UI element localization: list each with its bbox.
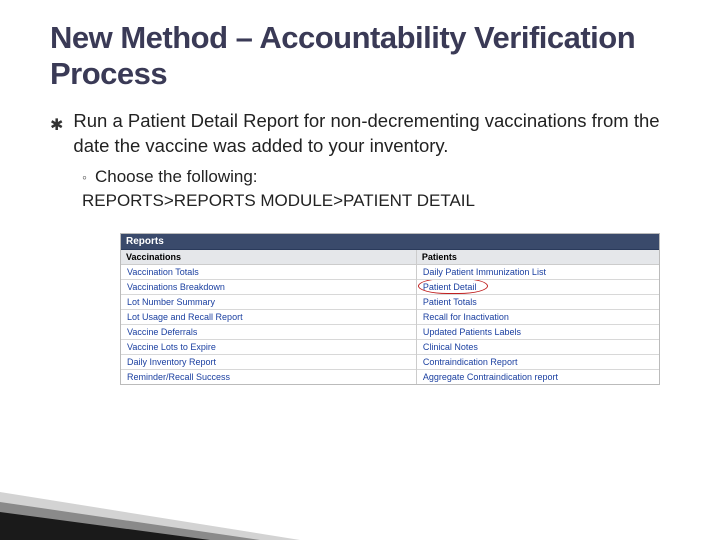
report-link[interactable]: Daily Patient Immunization List: [417, 265, 659, 280]
report-link[interactable]: Patient Totals: [417, 295, 659, 310]
report-link[interactable]: Vaccine Deferrals: [121, 325, 416, 340]
report-link[interactable]: Aggregate Contraindication report: [417, 370, 659, 384]
report-link[interactable]: Recall for Inactivation: [417, 310, 659, 325]
reports-titlebar: Reports: [121, 234, 659, 250]
reports-panel: Reports Vaccinations Patients Vaccinatio…: [120, 233, 660, 385]
sub-bullet-icon: ◦: [82, 169, 87, 185]
nav-path-text: REPORTS>REPORTS MODULE>PATIENT DETAIL: [82, 191, 680, 211]
col-header-vaccinations: Vaccinations: [121, 250, 417, 265]
report-link[interactable]: Vaccinations Breakdown: [121, 280, 416, 295]
report-link[interactable]: Lot Number Summary: [121, 295, 416, 310]
report-link[interactable]: Daily Inventory Report: [121, 355, 416, 370]
patients-list: Daily Patient Immunization ListPatient D…: [417, 265, 659, 384]
report-link[interactable]: Updated Patients Labels: [417, 325, 659, 340]
sub-bullet-row: ◦ Choose the following:: [82, 165, 680, 189]
vaccinations-list: Vaccination TotalsVaccinations Breakdown…: [121, 265, 417, 384]
col-header-patients: Patients: [417, 250, 659, 265]
report-link[interactable]: Clinical Notes: [417, 340, 659, 355]
reports-body: Vaccination TotalsVaccinations Breakdown…: [121, 265, 659, 384]
report-link[interactable]: Vaccine Lots to Expire: [121, 340, 416, 355]
reports-column-headers: Vaccinations Patients: [121, 250, 659, 265]
report-link[interactable]: Lot Usage and Recall Report: [121, 310, 416, 325]
slide-root: New Method – Accountability Verification…: [0, 0, 720, 540]
highlight-circle: [418, 280, 488, 294]
bullet-main: ✱ Run a Patient Detail Report for non-de…: [50, 109, 680, 159]
report-link[interactable]: Vaccination Totals: [121, 265, 416, 280]
bullet-icon: ✱: [50, 115, 63, 135]
sub-bullet-text: Choose the following:: [95, 165, 258, 189]
sub-block: ◦ Choose the following: REPORTS>REPORTS …: [82, 165, 680, 211]
report-link[interactable]: Contraindication Report: [417, 355, 659, 370]
report-link[interactable]: Patient Detail: [417, 280, 659, 295]
bullet-text: Run a Patient Detail Report for non-decr…: [73, 109, 680, 159]
slide-title: New Method – Accountability Verification…: [50, 20, 680, 91]
report-link[interactable]: Reminder/Recall Success: [121, 370, 416, 384]
